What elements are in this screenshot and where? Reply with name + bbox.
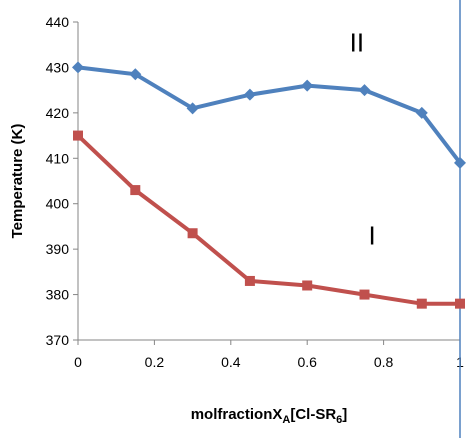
y-tick-label: 390	[46, 241, 70, 257]
x-tick-label: 0	[74, 354, 82, 370]
data-point-square	[455, 298, 465, 309]
y-tick-label: 430	[46, 59, 70, 75]
y-tick-label: 370	[46, 332, 70, 348]
x-axis-label-bracket-close: ]	[342, 406, 347, 423]
y-axis-label: Temperature (K)	[9, 124, 26, 239]
y-tick-label: 400	[46, 196, 70, 212]
data-point-diamond	[415, 106, 428, 119]
x-axis-label-bracket-open: [Cl-SR	[290, 406, 336, 423]
y-tick-label: 420	[46, 105, 70, 121]
x-tick-label: 0.8	[374, 354, 394, 370]
series-1-line	[77, 65, 462, 165]
data-point-square	[244, 275, 255, 286]
data-point-diamond	[454, 156, 466, 169]
x-axis-label-main: molfractionX	[191, 406, 283, 423]
x-tick-label: 0.2	[145, 354, 165, 370]
annotation-layer: III	[350, 28, 376, 251]
x-axis-ticks: 00.20.40.60.81	[74, 340, 464, 370]
curve-annotation: I	[369, 221, 376, 251]
data-point-diamond	[358, 84, 371, 97]
data-point-square	[130, 185, 141, 196]
y-axis-ticks: 370 380 390 400 410 420 430 440	[46, 14, 78, 348]
y-tick-label: 440	[46, 14, 70, 30]
data-point-square	[302, 280, 313, 291]
x-axis-label-bracket-subscript: 6	[336, 414, 342, 426]
series-1	[72, 61, 466, 169]
series-layer	[72, 61, 466, 309]
x-tick-label: 0.4	[221, 354, 241, 370]
data-point-diamond	[129, 68, 142, 81]
x-axis-label: molfractionXA[Cl-SR6]	[191, 406, 348, 426]
y-tick-label: 380	[46, 287, 70, 303]
data-point-diamond	[243, 88, 256, 101]
data-point-square	[416, 298, 427, 309]
data-point-square	[73, 130, 83, 141]
x-tick-label: 0.6	[297, 354, 317, 370]
x-axis-label-subscript: A	[282, 414, 290, 426]
data-point-square	[359, 289, 370, 300]
curve-annotation: II	[350, 28, 364, 58]
series-2	[73, 130, 465, 309]
series-2-line	[76, 134, 460, 306]
data-point-diamond	[72, 61, 84, 74]
data-point-square	[187, 228, 198, 239]
y-tick-label: 410	[46, 150, 70, 166]
data-point-diamond	[186, 102, 199, 115]
data-point-diamond	[301, 79, 314, 92]
